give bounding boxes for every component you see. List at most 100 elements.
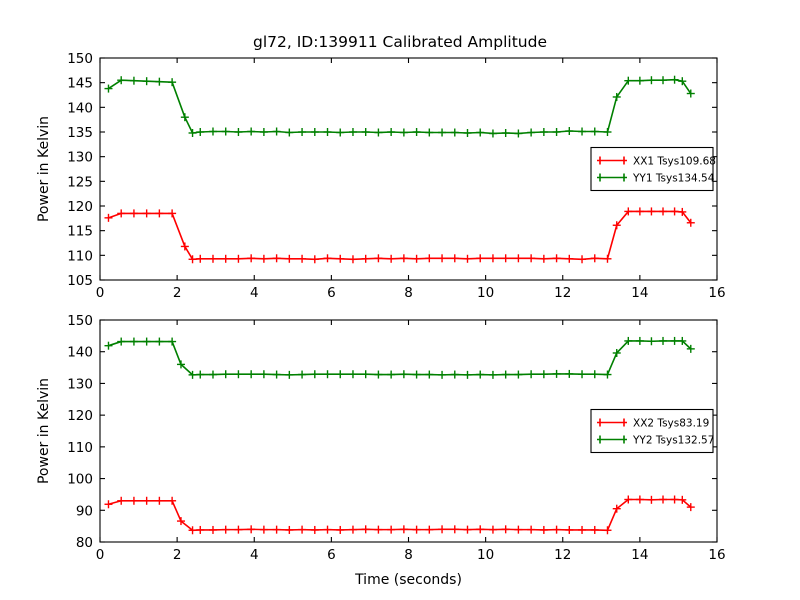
data-point-marker	[117, 337, 126, 346]
data-point-marker	[501, 525, 510, 534]
series-1	[104, 207, 695, 264]
series-2	[104, 336, 695, 379]
x-tick-label: 16	[708, 285, 725, 301]
data-point-marker	[104, 500, 113, 509]
data-point-marker	[298, 370, 307, 379]
data-point-marker	[476, 525, 485, 534]
data-point-marker	[104, 341, 113, 350]
data-point-marker	[259, 254, 268, 263]
data-point-marker	[399, 525, 408, 534]
data-point-marker	[310, 370, 319, 379]
data-point-marker	[501, 370, 510, 379]
data-point-marker	[412, 128, 421, 136]
data-point-marker	[488, 525, 497, 534]
data-point-marker	[612, 504, 621, 513]
data-point-marker	[686, 503, 695, 512]
data-point-marker	[142, 337, 151, 346]
data-point-marker	[624, 76, 633, 85]
data-point-marker	[336, 254, 345, 263]
data-point-marker	[501, 128, 510, 137]
legend[interactable]: XX1 Tsys109.68 YY1 Tsys134.54	[590, 146, 716, 192]
data-point-marker	[670, 495, 679, 504]
legend-entry-label: XX2 Tsys83.19	[633, 418, 709, 430]
data-point-marker	[624, 336, 633, 345]
y-tick-label: 140	[67, 100, 93, 116]
y-tick-label: 120	[67, 199, 93, 215]
data-point-marker	[624, 495, 633, 504]
data-point-marker	[234, 370, 243, 379]
data-point-marker	[221, 370, 230, 379]
data-point-marker	[247, 254, 256, 263]
data-point-marker	[438, 370, 447, 379]
data-point-marker	[450, 525, 459, 534]
data-point-marker	[686, 344, 695, 353]
data-point-marker	[488, 129, 497, 138]
data-point-marker	[168, 78, 177, 87]
data-point-marker	[348, 370, 357, 379]
data-point-marker	[476, 128, 485, 137]
data-point-marker	[539, 254, 548, 263]
data-point-marker	[552, 254, 561, 263]
data-point-marker	[647, 337, 656, 346]
data-point-marker	[247, 525, 256, 534]
x-tick-label: 4	[250, 547, 259, 563]
data-point-marker	[387, 370, 396, 379]
data-point-marker	[129, 76, 138, 85]
data-point-marker	[425, 370, 434, 379]
data-point-marker	[285, 254, 294, 263]
series-2	[104, 75, 695, 138]
data-point-marker	[117, 76, 126, 85]
data-point-marker	[463, 370, 472, 379]
data-point-marker	[285, 525, 294, 534]
data-point-marker	[514, 370, 523, 379]
data-point-marker	[463, 128, 472, 137]
series-1	[104, 495, 695, 535]
x-tick-label: 14	[631, 285, 648, 301]
data-point-marker	[552, 369, 561, 378]
data-point-marker	[578, 127, 587, 136]
data-point-marker	[670, 75, 679, 84]
legend-entry-label: YY2 Tsys132.57	[632, 435, 714, 447]
data-point-marker	[180, 242, 189, 251]
data-point-marker	[310, 525, 319, 534]
data-point-marker	[387, 254, 396, 263]
data-point-marker	[659, 76, 668, 85]
data-point-marker	[635, 336, 644, 345]
y-tick-label: 125	[67, 174, 93, 190]
data-point-marker	[476, 370, 485, 379]
data-point-marker	[635, 207, 644, 216]
data-point-marker	[590, 127, 599, 136]
legend[interactable]: XX2 Tsys83.19 YY2 Tsys132.57	[590, 408, 714, 454]
data-point-marker	[129, 209, 138, 218]
data-point-marker	[142, 209, 151, 218]
data-point-marker	[247, 370, 256, 379]
data-point-marker	[488, 370, 497, 379]
y-axis-label: Power in Kelvin	[36, 378, 52, 484]
data-point-marker	[272, 370, 281, 379]
data-point-marker	[552, 128, 561, 136]
data-point-marker	[374, 254, 383, 263]
data-point-marker	[450, 370, 459, 379]
data-point-marker	[117, 496, 126, 505]
data-point-marker	[188, 526, 197, 535]
plot-panel-bottom: 0 2 4 6 8 10 12 14 16 80 90 100 110 120 130 140 150 Power…	[36, 313, 726, 588]
data-point-marker	[501, 254, 510, 263]
data-point-marker	[635, 495, 644, 504]
data-point-marker	[188, 255, 197, 264]
data-point-marker	[565, 369, 574, 378]
legend-swatch	[597, 173, 627, 182]
data-point-marker	[603, 526, 612, 535]
data-point-marker	[659, 336, 668, 345]
data-point-marker	[659, 207, 668, 216]
x-tick-label: 12	[554, 285, 571, 301]
data-point-marker	[425, 128, 434, 137]
data-point-marker	[323, 128, 332, 136]
data-point-marker	[155, 337, 164, 346]
data-point-marker	[678, 207, 687, 216]
data-point-marker	[399, 254, 408, 263]
data-point-marker	[539, 525, 548, 534]
x-axis-label: Time (seconds)	[354, 572, 462, 588]
data-point-marker	[438, 525, 447, 534]
data-point-marker	[527, 525, 536, 534]
